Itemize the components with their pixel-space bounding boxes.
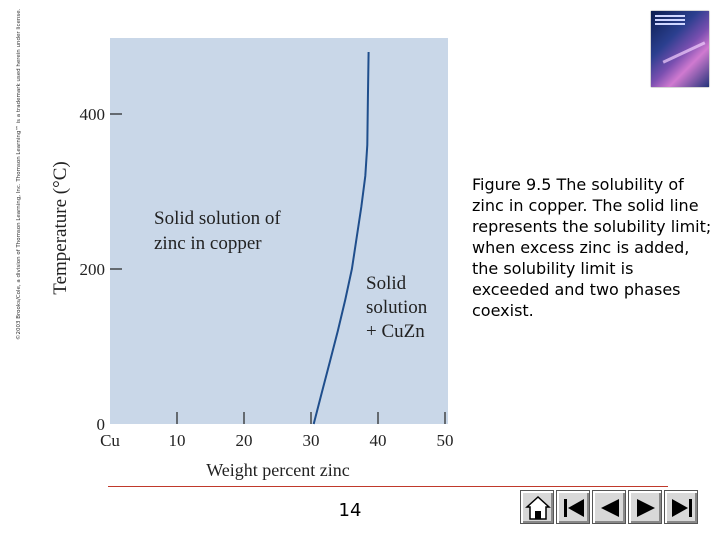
solubility-limit-line xyxy=(312,51,370,425)
book-cover-title-lines xyxy=(655,15,685,17)
region-labels: Solid solution of zinc in copper Solid solu… xyxy=(154,208,428,342)
region-label-solid-solution: zinc in copper xyxy=(154,233,262,254)
region-label-two-phase: Solid xyxy=(366,273,407,294)
x-tick-label: 50 xyxy=(437,431,454,450)
y-tick-label: 400 xyxy=(80,105,106,124)
y-axis-label: Temperature (°C) xyxy=(50,161,71,294)
footer-divider xyxy=(108,486,668,487)
x-tick-label: 10 xyxy=(169,431,186,450)
y-tick-label: 200 xyxy=(80,260,106,279)
figure-caption: Figure 9.5 The solubility of zinc in cop… xyxy=(472,174,712,321)
y-axis: 0 200 400 xyxy=(80,105,122,434)
first-slide-button[interactable] xyxy=(556,490,590,524)
region-label-two-phase: + CuZn xyxy=(366,321,425,342)
book-cover-light-streak xyxy=(662,41,706,64)
figure-label: Figure 9.5 xyxy=(472,175,552,194)
book-cover-image xyxy=(651,11,709,87)
previous-icon xyxy=(601,499,619,517)
last-slide-button[interactable] xyxy=(664,490,698,524)
home-icon xyxy=(525,495,551,520)
next-icon xyxy=(637,499,655,517)
previous-slide-button[interactable] xyxy=(592,490,626,524)
home-button[interactable] xyxy=(520,490,554,524)
caption-text: The solubility of zinc in copper. The so… xyxy=(472,175,712,320)
page-number: 14 xyxy=(338,500,362,521)
x-axis: Cu 10 20 30 40 50 xyxy=(100,412,454,450)
region-label-solid-solution: Solid solution of xyxy=(154,208,281,229)
plot-area xyxy=(110,38,448,424)
x-tick-label: Cu xyxy=(100,431,120,450)
y-tick-label: 0 xyxy=(97,415,106,434)
x-axis-label: Weight percent zinc xyxy=(206,460,349,480)
next-end-icon xyxy=(672,499,692,517)
x-tick-label: 20 xyxy=(236,431,253,450)
x-tick-label: 30 xyxy=(303,431,320,450)
next-slide-button[interactable] xyxy=(628,490,662,524)
copyright-text: ©2003 Brooks/Cole, a division of Thomson… xyxy=(16,8,22,340)
previous-end-icon xyxy=(564,499,584,517)
x-tick-label: 40 xyxy=(370,431,387,450)
region-label-two-phase: solution xyxy=(366,297,428,318)
copyright-notice: ©2003 Brooks/Cole, a division of Thomson… xyxy=(16,9,28,340)
